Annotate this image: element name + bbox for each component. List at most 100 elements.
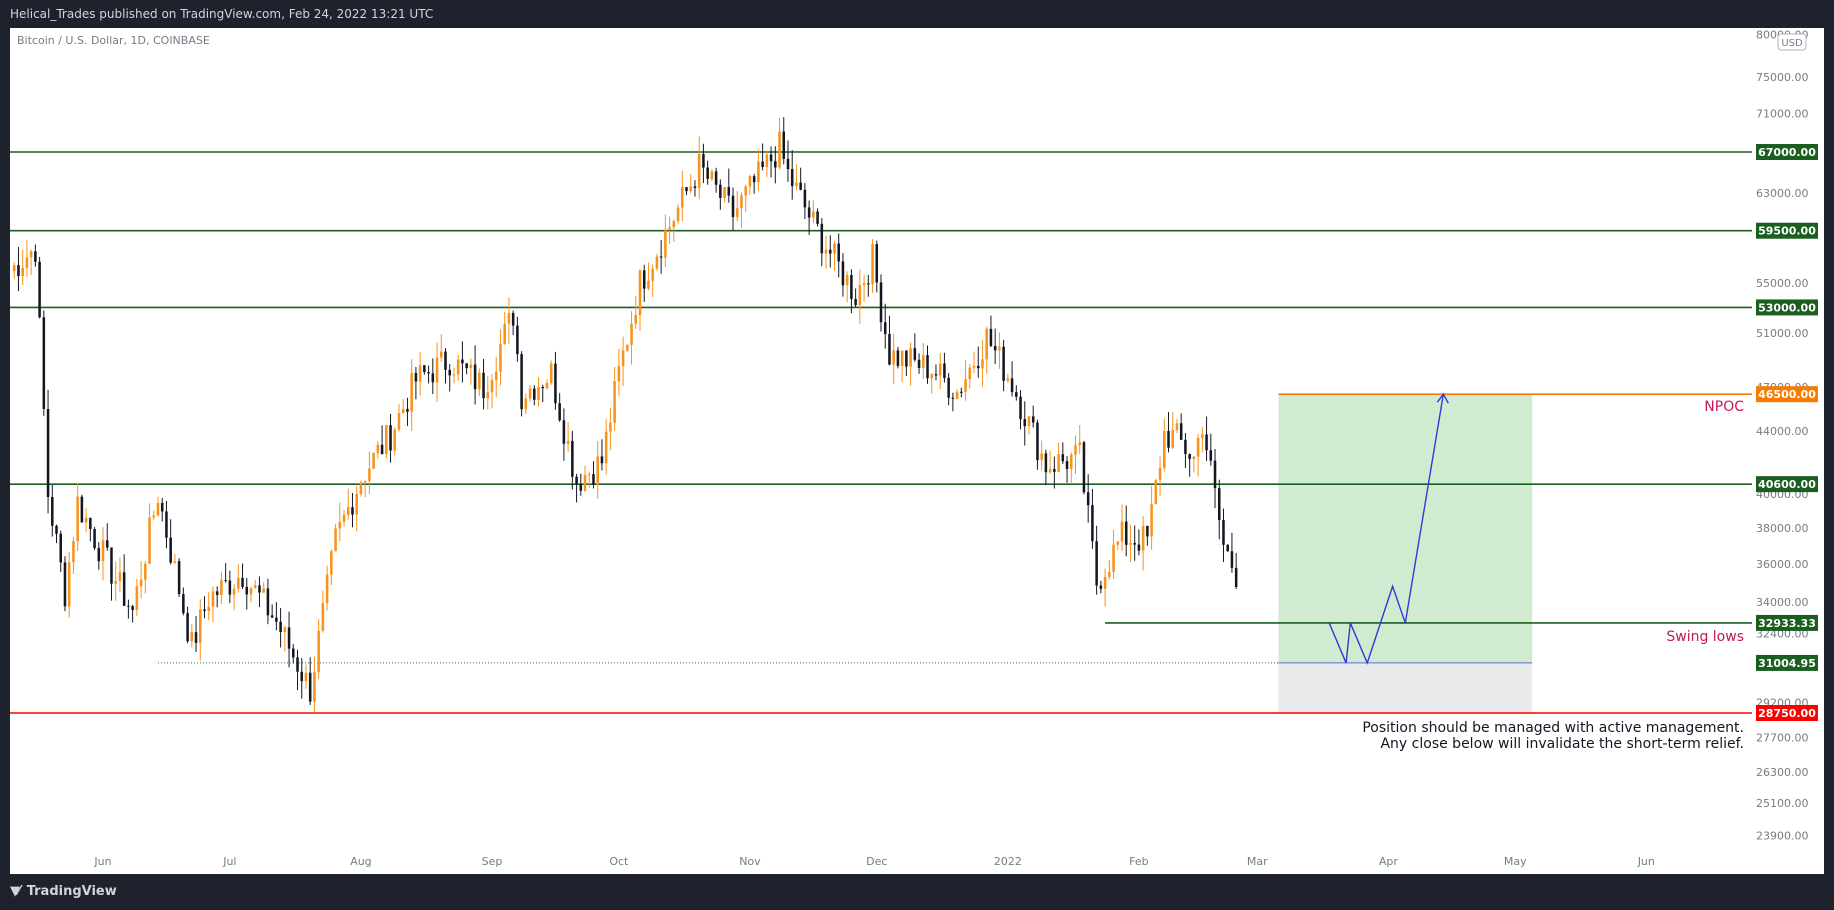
candle-body[interactable] xyxy=(25,257,29,268)
candle-body[interactable] xyxy=(820,223,824,254)
candle-body[interactable] xyxy=(609,422,612,432)
candle-body[interactable] xyxy=(89,517,92,529)
candle-body[interactable] xyxy=(917,359,921,368)
candle-body[interactable] xyxy=(922,355,925,368)
candle-body[interactable] xyxy=(1137,544,1141,551)
candle-body[interactable] xyxy=(173,561,177,563)
candle-body[interactable] xyxy=(947,377,950,398)
candle-body[interactable] xyxy=(1196,437,1200,457)
candle-body[interactable] xyxy=(275,617,278,622)
candle-body[interactable] xyxy=(1201,434,1204,438)
candle-body[interactable] xyxy=(769,154,773,162)
candle-body[interactable] xyxy=(1184,439,1187,455)
candle-body[interactable] xyxy=(693,186,697,189)
candle-body[interactable] xyxy=(634,315,638,324)
candle-body[interactable] xyxy=(621,350,625,366)
candle-body[interactable] xyxy=(304,672,308,682)
candle-body[interactable] xyxy=(735,208,739,218)
candle-body[interactable] xyxy=(42,317,46,409)
candle-body[interactable] xyxy=(998,346,1001,351)
candle-body[interactable] xyxy=(981,359,984,369)
candle-body[interactable] xyxy=(642,270,646,289)
price-tag-28750.00-box[interactable] xyxy=(1756,705,1818,721)
candle-body[interactable] xyxy=(131,606,134,610)
candle-body[interactable] xyxy=(1146,525,1149,537)
candle-body[interactable] xyxy=(702,153,705,168)
candle-body[interactable] xyxy=(824,249,828,254)
candle-body[interactable] xyxy=(706,167,709,179)
candle-body[interactable] xyxy=(600,456,604,464)
candle-body[interactable] xyxy=(1027,416,1031,427)
candle-body[interactable] xyxy=(668,227,671,231)
candle-body[interactable] xyxy=(1099,585,1103,589)
candle-body[interactable] xyxy=(681,187,684,208)
candle-body[interactable] xyxy=(46,408,50,497)
candle-body[interactable] xyxy=(397,413,401,430)
candle-body[interactable] xyxy=(389,425,392,451)
candle-body[interactable] xyxy=(224,580,227,582)
candle-body[interactable] xyxy=(372,452,375,469)
price-tag-40600.00-box[interactable] xyxy=(1756,476,1818,493)
candle-body[interactable] xyxy=(448,369,451,376)
candle-body[interactable] xyxy=(972,365,976,368)
price-tag-swing-lows-box[interactable] xyxy=(1756,654,1818,671)
candle-body[interactable] xyxy=(313,672,316,702)
candle-body[interactable] xyxy=(325,574,329,604)
candle-body[interactable] xyxy=(795,182,798,187)
price-tag-59500.00-box[interactable] xyxy=(1756,222,1818,239)
candle-body[interactable] xyxy=(67,562,71,607)
candle-body[interactable] xyxy=(566,440,570,444)
candle-body[interactable] xyxy=(211,591,215,607)
candle-body[interactable] xyxy=(469,364,473,368)
candle-body[interactable] xyxy=(93,528,96,549)
candle-body[interactable] xyxy=(452,374,456,376)
candle-body[interactable] xyxy=(127,605,130,607)
candle-body[interactable] xyxy=(228,580,232,595)
candle-body[interactable] xyxy=(160,502,164,512)
candle-body[interactable] xyxy=(926,355,929,379)
candle-body[interactable] xyxy=(558,403,561,421)
candle-body[interactable] xyxy=(1095,541,1098,586)
candle-body[interactable] xyxy=(1179,423,1183,440)
candle-body[interactable] xyxy=(943,363,946,378)
candle-body[interactable] xyxy=(55,525,58,534)
candle-body[interactable] xyxy=(1061,454,1065,462)
candle-body[interactable] xyxy=(385,425,388,455)
candle-body[interactable] xyxy=(850,274,853,300)
candle-body[interactable] xyxy=(575,476,578,485)
candle-body[interactable] xyxy=(507,312,511,324)
candle-body[interactable] xyxy=(401,408,405,414)
candle-body[interactable] xyxy=(249,588,253,595)
candle-body[interactable] xyxy=(1213,460,1217,489)
candle-body[interactable] xyxy=(710,171,714,179)
candle-body[interactable] xyxy=(968,367,972,380)
candle-body[interactable] xyxy=(59,533,63,563)
candle-body[interactable] xyxy=(368,468,371,481)
candle-body[interactable] xyxy=(867,283,870,285)
candle-body[interactable] xyxy=(1217,488,1221,521)
candle-body[interactable] xyxy=(774,161,777,168)
candle-body[interactable] xyxy=(900,350,904,366)
candle-body[interactable] xyxy=(17,265,20,277)
candle-body[interactable] xyxy=(803,189,807,208)
candle-body[interactable] xyxy=(934,374,938,376)
price-tag-67000.00-box[interactable] xyxy=(1756,144,1818,160)
candle-body[interactable] xyxy=(431,373,435,383)
candle-body[interactable] xyxy=(752,176,756,183)
candle-body[interactable] xyxy=(1150,504,1153,537)
candle-body[interactable] xyxy=(533,388,536,400)
candle-body[interactable] xyxy=(38,261,41,318)
candle-body[interactable] xyxy=(317,630,320,673)
candle-body[interactable] xyxy=(938,363,942,376)
candle-body[interactable] xyxy=(1209,450,1213,461)
candle-body[interactable] xyxy=(1188,454,1191,459)
candle-body[interactable] xyxy=(845,274,849,286)
candle-body[interactable] xyxy=(1158,467,1162,481)
candle-body[interactable] xyxy=(440,351,443,358)
candle-body[interactable] xyxy=(427,372,430,374)
candle-body[interactable] xyxy=(376,444,380,453)
candle-body[interactable] xyxy=(875,244,879,283)
candle-body[interactable] xyxy=(630,323,633,345)
candle-body[interactable] xyxy=(685,187,688,192)
candle-body[interactable] xyxy=(782,131,786,159)
